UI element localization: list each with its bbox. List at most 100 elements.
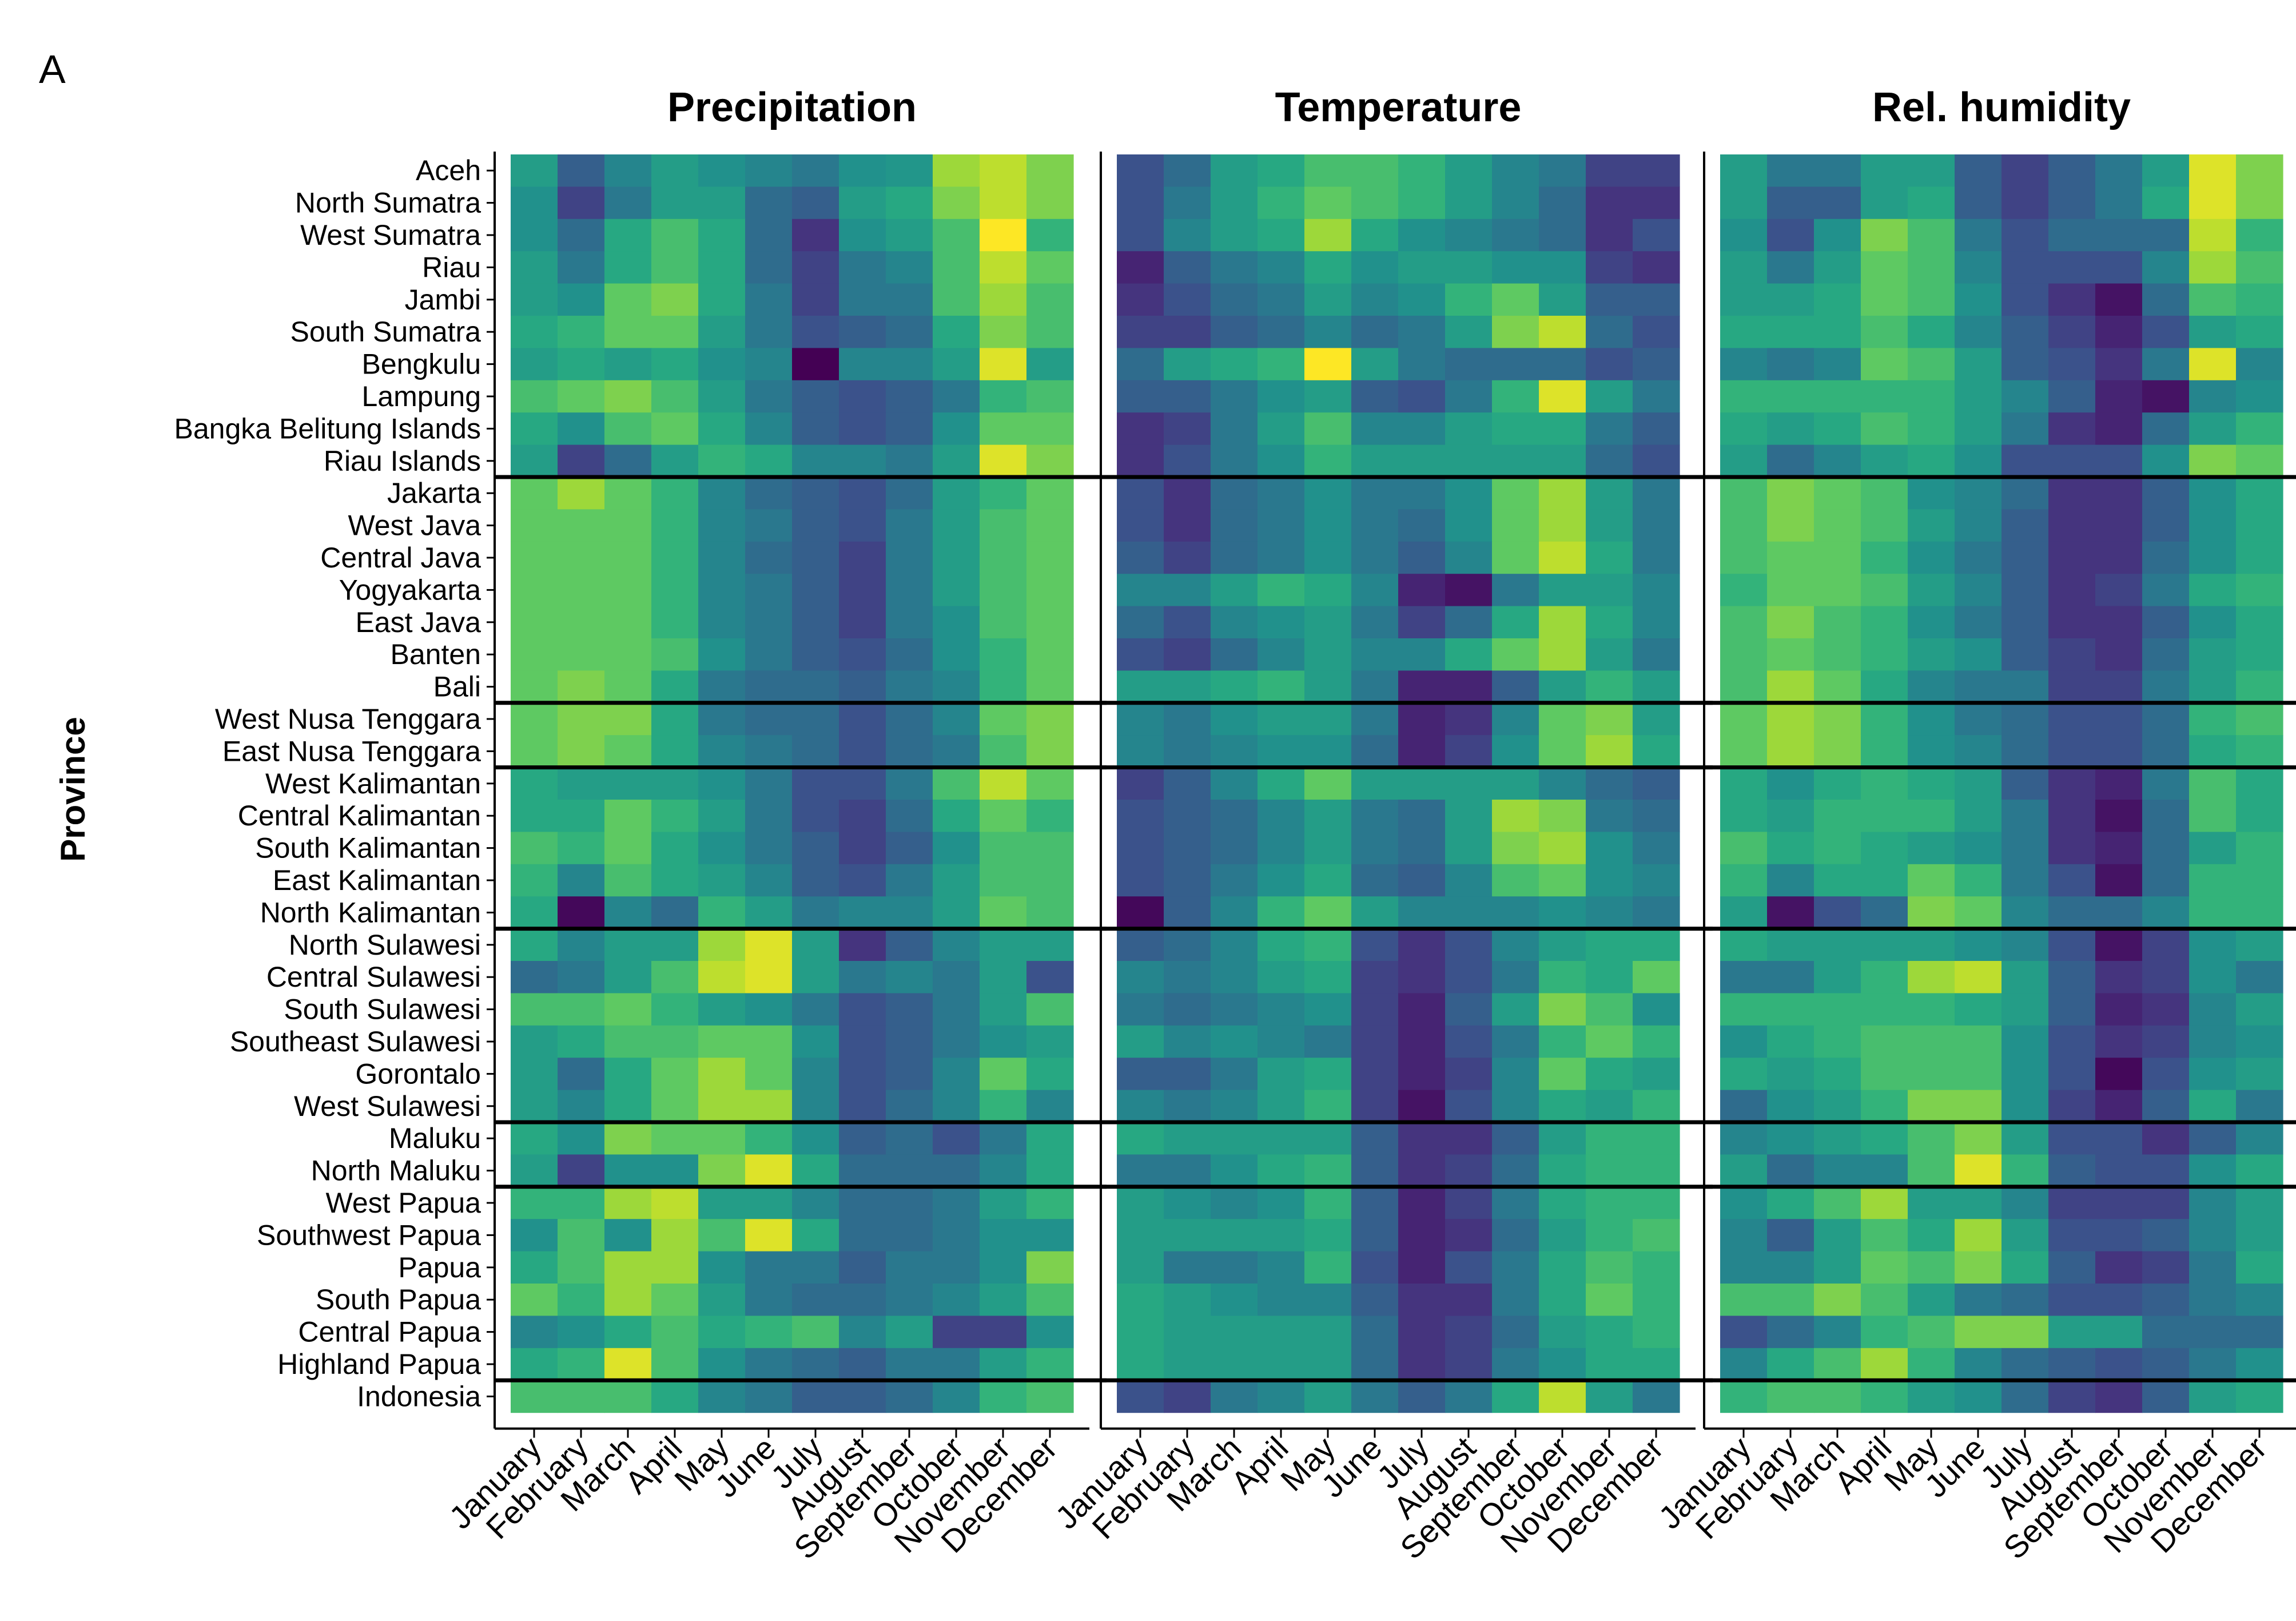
heatmap-cell <box>2142 541 2190 574</box>
heatmap-cell <box>1633 702 1680 736</box>
heatmap-cell <box>1398 509 1446 542</box>
heatmap-cell <box>1908 186 1955 220</box>
heatmap-cell <box>1398 1058 1446 1091</box>
heatmap-cell <box>839 1284 886 1316</box>
province-label: Southeast Sulawesi <box>230 1026 481 1058</box>
heatmap-cell <box>1492 477 1539 510</box>
heatmap-cell <box>1398 800 1446 832</box>
heatmap-cell <box>2236 896 2283 929</box>
heatmap-cell <box>886 864 933 897</box>
heatmap-cell <box>1211 1380 1258 1413</box>
heatmap-cell <box>1955 1251 2002 1284</box>
heatmap-cell <box>1814 380 1861 413</box>
heatmap-cell <box>980 154 1027 187</box>
heatmap-cell <box>1720 412 1768 446</box>
heatmap-cell <box>1633 380 1680 413</box>
heatmap-cell <box>933 735 980 768</box>
heatmap-cell <box>651 251 699 284</box>
heatmap-cell <box>2236 1219 2283 1252</box>
heatmap-cell <box>1211 348 1258 381</box>
heatmap-cell <box>745 574 793 607</box>
heatmap-cell <box>2001 1058 2049 1091</box>
heatmap-cell <box>1026 1284 1074 1316</box>
heatmap-cell <box>1304 767 1352 800</box>
heatmap-cell <box>1767 993 1814 1026</box>
heatmap-cell <box>1586 864 1633 897</box>
heatmap-cell <box>1398 1154 1446 1187</box>
heatmap-cell <box>2142 218 2190 252</box>
heatmap-cell <box>745 412 793 446</box>
heatmap-cell <box>2189 735 2237 768</box>
heatmap-cell <box>558 606 605 639</box>
heatmap-cell <box>2189 154 2237 187</box>
heatmap-cell <box>1720 1122 1768 1155</box>
heatmap-cell <box>1445 928 1493 962</box>
heatmap-cell <box>511 1058 558 1091</box>
heatmap-cell <box>558 832 605 865</box>
heatmap-cell <box>1164 509 1211 542</box>
heatmap-cell <box>933 896 980 929</box>
heatmap-cell <box>1586 1251 1633 1284</box>
heatmap-cell <box>1720 961 1768 994</box>
heatmap-cell <box>558 283 605 316</box>
heatmap-cell <box>1258 186 1305 220</box>
heatmap-cell <box>1258 702 1305 736</box>
heatmap-cell <box>1720 1348 1768 1381</box>
heatmap-cell <box>1351 896 1399 929</box>
heatmap-cell <box>2095 1090 2143 1123</box>
heatmap-cell <box>2048 1186 2096 1219</box>
heatmap-cell <box>1398 993 1446 1026</box>
heatmap-cell <box>1304 638 1352 671</box>
heatmap-cell <box>651 509 699 542</box>
heatmap-cell <box>1026 1058 1074 1091</box>
heatmap-cell <box>792 896 839 929</box>
heatmap-cell <box>1955 1348 2002 1381</box>
heatmap-cell <box>1164 348 1211 381</box>
heatmap-cell <box>1908 1348 1955 1381</box>
heatmap-cell <box>1539 218 1586 252</box>
heatmap-cell <box>1955 800 2002 832</box>
heatmap-cell <box>1026 154 1074 187</box>
heatmap-cell <box>980 1122 1027 1155</box>
heatmap-cell <box>651 1284 699 1316</box>
heatmap-cell <box>1398 1186 1446 1219</box>
heatmap-cell <box>1814 509 1861 542</box>
heatmap-cell <box>1539 1284 1586 1316</box>
province-label: South Sulawesi <box>284 994 481 1026</box>
heatmap-cell <box>1767 1186 1814 1219</box>
heatmap-cell <box>1117 412 1164 446</box>
heatmap-cell <box>1633 1316 1680 1349</box>
heatmap-cell <box>511 800 558 832</box>
province-label: North Kalimantan <box>260 896 481 928</box>
heatmap-cell <box>1955 767 2002 800</box>
heatmap-cell <box>792 1186 839 1219</box>
heatmap-cell <box>1211 832 1258 865</box>
heatmap-cell <box>1351 864 1399 897</box>
heatmap-cell <box>1720 1316 1768 1349</box>
heatmap-cell <box>1767 864 1814 897</box>
heatmap-cell <box>980 1348 1027 1381</box>
heatmap-cell <box>2001 767 2049 800</box>
heatmap-cell <box>1539 348 1586 381</box>
heatmap-cell <box>980 380 1027 413</box>
heatmap-cell <box>839 1186 886 1219</box>
heatmap-cell <box>886 800 933 832</box>
heatmap-cell <box>886 1090 933 1123</box>
heatmap-cell <box>1351 509 1399 542</box>
heatmap-cell <box>1211 993 1258 1026</box>
heatmap-cell <box>2142 283 2190 316</box>
heatmap-cell <box>1908 1316 1955 1349</box>
heatmap-cell <box>1955 702 2002 736</box>
heatmap-cell <box>839 574 886 607</box>
heatmap-cell <box>1026 800 1074 832</box>
heatmap-cell <box>980 509 1027 542</box>
heatmap-cell <box>1539 767 1586 800</box>
heatmap-cell <box>933 509 980 542</box>
heatmap-cell <box>1164 864 1211 897</box>
heatmap-cell <box>604 283 652 316</box>
heatmap-cell <box>1211 1284 1258 1316</box>
heatmap-cell <box>1492 251 1539 284</box>
heatmap-cell <box>1445 1090 1493 1123</box>
heatmap-cell <box>2142 154 2190 187</box>
heatmap-cell <box>1117 154 1164 187</box>
